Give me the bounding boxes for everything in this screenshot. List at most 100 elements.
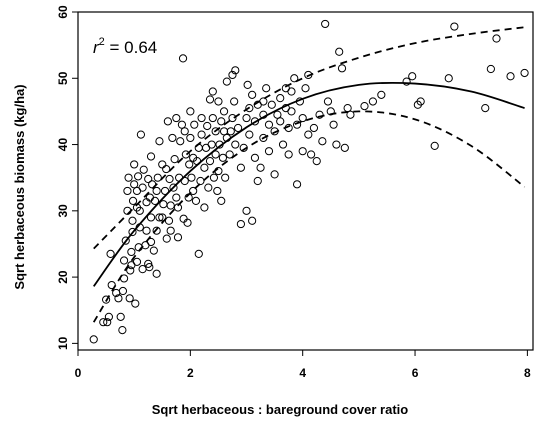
x-tick-label: 4 — [299, 366, 306, 380]
data-point — [127, 247, 136, 257]
data-point — [430, 141, 439, 150]
data-point — [278, 140, 288, 149]
data-point — [267, 100, 276, 109]
data-point — [281, 84, 290, 93]
data-point — [139, 165, 148, 174]
data-point — [134, 172, 143, 181]
y-tick-label: 60 — [56, 5, 70, 19]
data-point — [377, 90, 386, 99]
data-point — [298, 147, 307, 156]
data-point — [253, 176, 262, 186]
data-point — [185, 160, 194, 169]
data-point — [107, 280, 116, 290]
data-point — [242, 206, 251, 215]
data-point — [315, 110, 324, 119]
x-tick-label: 2 — [187, 366, 194, 380]
data-point — [444, 74, 453, 83]
data-point — [162, 164, 171, 174]
data-point — [99, 318, 108, 327]
data-point — [101, 295, 111, 304]
data-point — [173, 233, 183, 242]
upper-confidence-curve — [93, 26, 525, 250]
data-point — [230, 97, 239, 106]
data-point — [136, 130, 146, 139]
data-point — [118, 286, 128, 296]
data-point — [217, 117, 226, 126]
data-point — [118, 326, 127, 335]
fit-curves — [92, 26, 526, 323]
data-point — [304, 130, 313, 139]
data-point — [312, 157, 321, 166]
data-point — [128, 196, 138, 205]
data-point — [321, 19, 330, 29]
data-point — [160, 186, 170, 196]
data-point — [144, 174, 153, 184]
data-point — [146, 237, 156, 247]
data-point — [166, 226, 175, 235]
data-point — [203, 121, 212, 131]
data-points — [89, 19, 529, 344]
data-point — [250, 153, 260, 162]
data-point — [172, 113, 181, 123]
y-tick-label: 10 — [56, 336, 70, 350]
x-tick-label: 6 — [412, 366, 419, 380]
data-point — [153, 173, 162, 182]
data-point — [208, 87, 217, 96]
data-point — [124, 173, 133, 182]
data-point — [152, 269, 161, 278]
data-point — [128, 227, 137, 237]
data-point — [276, 94, 285, 103]
data-point — [146, 152, 156, 161]
data-point — [332, 140, 341, 149]
y-tick-label: 50 — [56, 71, 70, 85]
data-point — [402, 77, 411, 86]
data-point — [323, 97, 333, 106]
data-point — [186, 107, 195, 116]
data-point — [217, 196, 226, 205]
data-point — [245, 103, 254, 113]
r-squared-annotation: r2 = 0.64 — [93, 36, 157, 57]
data-point — [222, 77, 231, 86]
data-point — [116, 312, 125, 321]
data-point — [256, 163, 265, 172]
data-point — [208, 113, 217, 123]
y-tick-label: 40 — [56, 138, 70, 152]
data-point — [242, 113, 251, 123]
data-point — [290, 74, 299, 83]
data-point — [168, 133, 177, 143]
plot-frame — [77, 11, 534, 351]
data-point — [146, 213, 156, 222]
data-point — [270, 170, 279, 179]
data-point — [292, 120, 302, 129]
data-point — [298, 113, 307, 123]
data-point — [205, 157, 215, 166]
data-point — [166, 201, 175, 210]
data-point — [194, 249, 203, 259]
data-point — [486, 64, 495, 74]
data-point — [225, 150, 234, 159]
data-point — [287, 107, 296, 116]
data-point — [231, 140, 240, 149]
data-point — [180, 127, 189, 136]
data-point — [209, 173, 219, 182]
data-point — [145, 263, 154, 272]
data-point — [276, 117, 285, 126]
data-point — [211, 127, 220, 136]
data-point — [236, 163, 246, 172]
data-point — [178, 54, 188, 63]
data-point — [130, 180, 139, 189]
r-superscript: 2 — [99, 36, 105, 48]
data-point — [173, 203, 183, 212]
data-point — [114, 294, 123, 303]
data-point — [131, 299, 140, 308]
x-axis-ticks: 0 2 4 6 8 — [75, 350, 531, 380]
data-point — [123, 186, 132, 196]
data-point — [144, 259, 153, 268]
data-point — [450, 22, 459, 31]
data-point — [138, 183, 147, 192]
data-point — [408, 72, 417, 81]
data-point — [301, 84, 310, 93]
data-point — [262, 84, 271, 93]
